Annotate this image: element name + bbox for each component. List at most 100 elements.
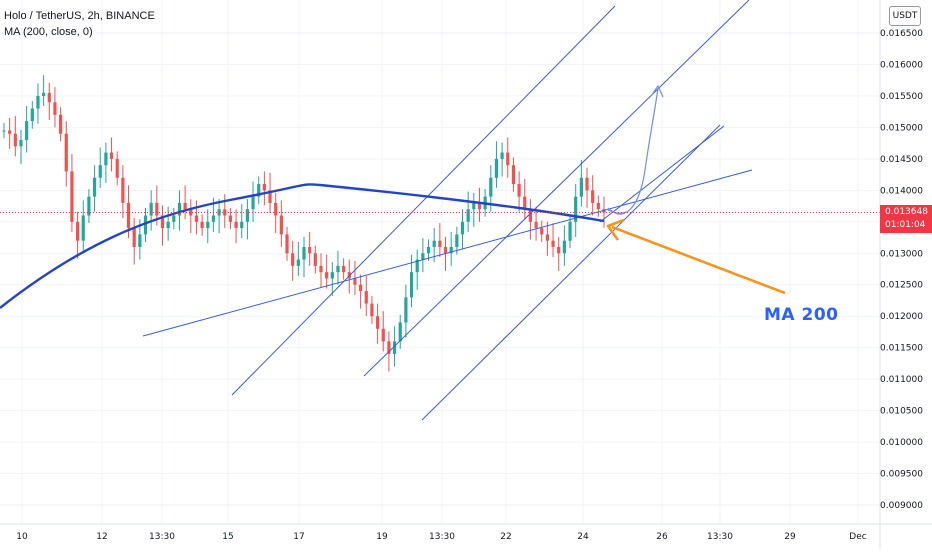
candle-body	[183, 202, 187, 210]
projection-arrowhead	[650, 84, 664, 98]
x-tick-label: 19	[376, 532, 388, 542]
candle-body	[415, 259, 419, 273]
candle-body	[245, 209, 249, 222]
candle-body	[149, 202, 153, 216]
grid	[0, 0, 880, 524]
candle-body	[177, 202, 182, 216]
candle-body	[109, 152, 114, 159]
y-tick-label: 0.010000	[880, 438, 923, 448]
x-tick-label: 15	[222, 532, 233, 542]
candle-body	[279, 215, 283, 235]
candle-body	[126, 202, 131, 229]
candle-body	[64, 133, 68, 172]
candle-body	[115, 158, 119, 178]
legend: Holo / TetherUS, 2h, BINANCE MA (200, cl…	[4, 8, 155, 40]
candle-body	[121, 177, 125, 203]
candle-body	[59, 114, 63, 134]
candle-body	[460, 221, 465, 235]
y-tick-label: 0.011500	[880, 344, 923, 354]
y-tick-label: 0.016000	[880, 60, 923, 70]
candle-body	[132, 228, 136, 247]
symbol-title[interactable]: Holo / TetherUS, 2h, BINANCE	[4, 10, 155, 22]
ma-200-line	[0, 183, 605, 309]
candle-body	[285, 234, 289, 254]
candle-body	[47, 92, 51, 103]
candle-body	[81, 215, 85, 241]
candle-body	[404, 297, 408, 323]
trend-line	[142, 169, 753, 337]
ma-200-annotation: MA 200	[764, 305, 839, 325]
candle-body	[579, 177, 583, 197]
x-tick-label: 24	[577, 532, 589, 542]
candle-body	[104, 152, 108, 166]
candle-body	[189, 209, 193, 216]
candle-body	[75, 221, 80, 241]
candle-body	[432, 240, 436, 247]
y-tick-label: 0.015500	[880, 92, 923, 102]
candle-body	[528, 209, 533, 222]
candle-body	[53, 102, 57, 115]
y-tick-label: 0.014500	[880, 155, 923, 165]
x-tick-label: 12	[96, 532, 107, 542]
candle-body	[574, 196, 578, 222]
candle-body	[449, 246, 453, 254]
candle-body	[511, 165, 516, 185]
candle-body	[223, 209, 227, 216]
y-tick-label: 0.009500	[880, 470, 923, 480]
y-tick-label: 0.014000	[880, 186, 923, 196]
candle-body	[466, 209, 470, 222]
candle-body	[534, 221, 538, 229]
candle-body	[36, 95, 40, 109]
bar-countdown: 01:01:04	[885, 220, 926, 231]
x-tick-label: 13:30	[429, 532, 455, 542]
ma-200-path	[0, 183, 605, 309]
trend-line	[421, 124, 721, 421]
candle-body	[392, 341, 397, 354]
candle-body	[557, 246, 561, 254]
candle-body	[568, 221, 572, 241]
candle-body	[426, 246, 431, 254]
candle-body	[455, 234, 459, 247]
candle-body	[296, 259, 300, 266]
candle-body	[98, 165, 102, 178]
candle-body	[25, 121, 29, 140]
y-tick-label: 0.015000	[880, 123, 923, 133]
candle-body	[336, 265, 340, 273]
candle-body	[228, 215, 233, 222]
candle-body	[194, 215, 199, 222]
y-tick-label: 0.016500	[880, 29, 923, 39]
candle-body	[291, 253, 295, 266]
candle-body	[166, 221, 170, 229]
x-tick-label: 22	[500, 532, 511, 542]
candle-body	[92, 177, 97, 197]
candle-body	[438, 240, 442, 247]
candle-body	[596, 202, 600, 210]
candle-body	[500, 152, 504, 159]
candle-body	[517, 184, 521, 197]
x-tick-label: 13:30	[707, 532, 733, 542]
x-tick-label: Dec	[849, 532, 866, 542]
candle-body	[353, 278, 357, 285]
indicator-title[interactable]: MA (200, close, 0)	[4, 26, 93, 38]
x-tick-label: 29	[784, 532, 796, 542]
candle-body	[87, 196, 91, 216]
candle-body	[268, 190, 272, 203]
candle-body	[585, 177, 589, 191]
candle-body	[308, 246, 312, 254]
x-tick-label: 10	[16, 532, 28, 542]
candle-body	[160, 215, 165, 229]
candle-body	[42, 92, 46, 96]
candle-body	[375, 316, 380, 329]
trend-line	[363, 0, 750, 377]
candle-body	[325, 272, 329, 279]
candle-body	[172, 215, 176, 222]
candle-body	[489, 177, 493, 197]
y-tick-label: 0.012000	[880, 312, 923, 322]
currency-badge[interactable]: USDT	[889, 6, 921, 26]
candle-body	[494, 158, 499, 178]
last-price-value: 0.013648	[885, 207, 928, 218]
candle-body	[257, 184, 261, 197]
